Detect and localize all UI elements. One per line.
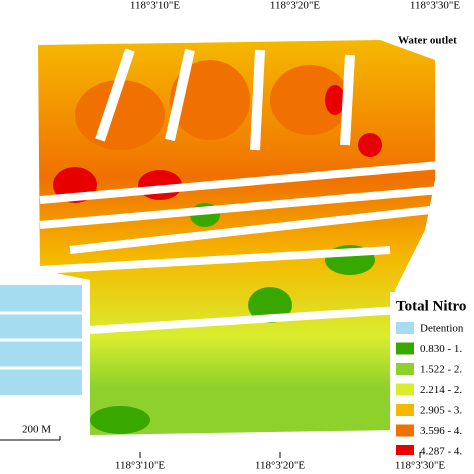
legend-swatch [396,445,414,457]
legend-label: 1.522 - 2. [420,364,462,376]
legend: Total Nitro Detention 0.830 - 1. 1.522 - 2… [390,292,474,458]
top-coordinate-label: 118°3'30"E [410,0,460,12]
legend-label: 2.214 - 2. [420,384,462,396]
legend-swatch [396,424,414,437]
map-fields [38,40,441,435]
bottom-coordinate-label: 118°3'20"E [255,460,305,472]
legend-title: Total Nitro [396,298,466,314]
legend-swatch [396,404,414,416]
legend-label: 4.287 - 4. [420,446,462,458]
legend-label: 0.830 - 1. [420,343,462,355]
legend-label: Detention [420,323,464,335]
legend-swatch [396,342,414,355]
legend-label: 3.596 - 4. [420,425,462,437]
bottom-coordinate-label: 118°3'10"E [115,460,165,472]
detention-ponds [0,285,82,395]
legend-swatch [396,322,414,334]
top-coordinate-label: 118°3'20"E [270,0,320,12]
bottom-coordinate-label: 118°3'30"E [395,460,445,472]
legend-swatch [396,383,414,396]
water-outlet-label: Water outlet [398,35,457,47]
top-coordinate-label: 118°3'10"E [130,0,180,12]
scale-bar: 200 M [0,424,61,441]
legend-label: 2.905 - 3. [420,405,462,417]
scale-bar-label: 200 M [22,424,51,436]
legend-swatch [396,363,414,375]
